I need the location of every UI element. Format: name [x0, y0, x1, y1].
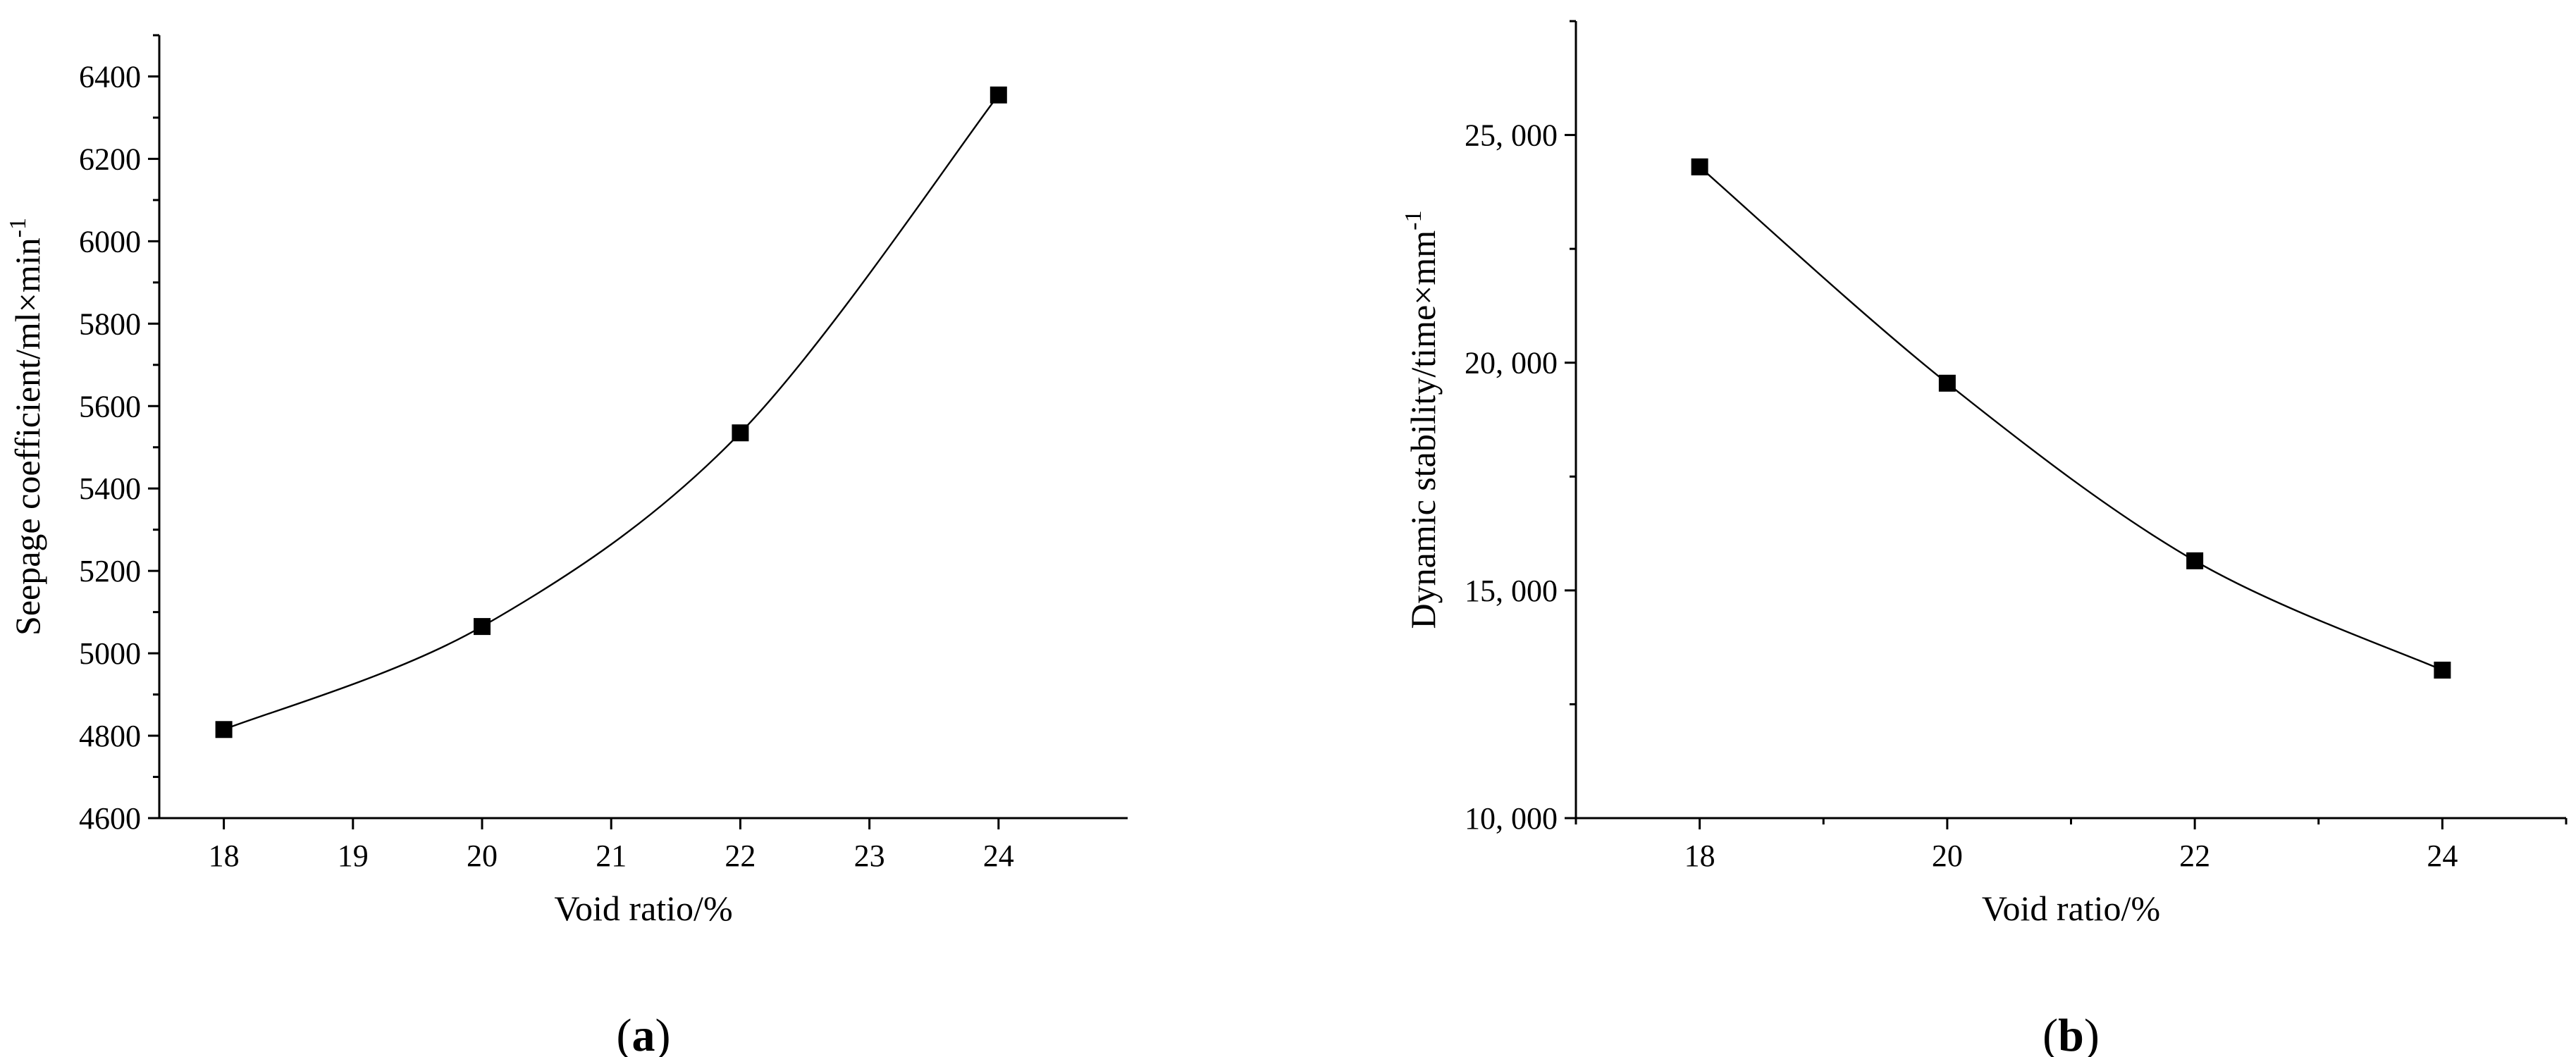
y-tick-label: 25, 000: [1465, 118, 1558, 153]
y-tick-label: 5000: [79, 636, 141, 671]
axis-ticks: [1565, 20, 2568, 829]
x-tick-label: 24: [983, 839, 1014, 873]
y-tick-label: 5400: [79, 471, 141, 506]
y-axis-title-main: Seepage coefficient/ml×min: [8, 237, 47, 636]
axis-ticks: [148, 34, 1000, 829]
panel-label: (b): [2042, 1010, 2100, 1057]
data-points: [1691, 158, 2451, 679]
fit-curve: [1699, 166, 2443, 672]
data-point-marker: [215, 721, 233, 738]
y-tick-label: 6400: [79, 59, 141, 94]
x-tick-label: 22: [2179, 839, 2210, 873]
panel-label: (a): [617, 1010, 671, 1057]
x-tick-label: 19: [338, 839, 369, 873]
y-tick-label: 5200: [79, 554, 141, 588]
data-point-marker: [474, 618, 491, 636]
tick-labels: 18 20 22 24 10, 000 15, 000 20, 000 25, 000: [1465, 118, 2458, 873]
x-tick-label: 21: [596, 839, 627, 873]
fit-curve: [223, 94, 999, 731]
y-axis-title-superscript: -1: [5, 218, 31, 237]
y-axis-title: Seepage coefficient/ml×min-1: [5, 218, 47, 636]
data-point-marker: [732, 424, 749, 442]
data-point-marker: [2434, 661, 2451, 679]
x-axis-title: Void ratio/%: [554, 889, 732, 928]
x-tick-label: 22: [725, 839, 756, 873]
data-point-marker: [990, 86, 1007, 104]
y-axis-title-superscript: -1: [1400, 211, 1426, 230]
y-tick-label: 10, 000: [1465, 801, 1558, 836]
panel-letter: a: [632, 1010, 655, 1057]
y-axis-title: Dynamic stability/time×mm-1: [1400, 211, 1443, 629]
tick-labels: 18 19 20 21 22 23 24 4600 4800 5000 5200 5400 5600 58…: [79, 59, 1014, 873]
x-tick-label: 18: [1684, 839, 1715, 873]
chart-panel-a: 18 19 20 21 22 23 24 4600 4800 5000 5200 5400 5600 58…: [5, 34, 1128, 1057]
data-points: [215, 86, 1007, 738]
x-tick-label: 23: [854, 839, 885, 873]
panel-letter: b: [2058, 1010, 2084, 1057]
y-tick-label: 6000: [79, 224, 141, 259]
x-tick-label: 20: [467, 839, 498, 873]
y-tick-label: 20, 000: [1465, 346, 1558, 381]
y-tick-label: 4600: [79, 801, 141, 836]
chart-panel-b: 18 20 22 24 10, 000 15, 000 20, 000 25, 000 Voi…: [1400, 20, 2568, 1057]
y-tick-label: 15, 000: [1465, 574, 1558, 608]
data-point-marker: [1691, 158, 1708, 175]
x-tick-label: 18: [209, 839, 240, 873]
y-tick-label: 5800: [79, 307, 141, 341]
y-tick-label: 4800: [79, 719, 141, 753]
data-point-marker: [2186, 552, 2204, 569]
y-tick-label: 5600: [79, 389, 141, 424]
y-tick-label: 6200: [79, 142, 141, 176]
x-tick-label: 20: [1932, 839, 1963, 873]
data-point-marker: [1938, 374, 1956, 392]
x-tick-label: 24: [2427, 839, 2458, 873]
x-axis-title: Void ratio/%: [1982, 889, 2160, 928]
y-axis-title-main: Dynamic stability/time×mm: [1403, 230, 1443, 629]
